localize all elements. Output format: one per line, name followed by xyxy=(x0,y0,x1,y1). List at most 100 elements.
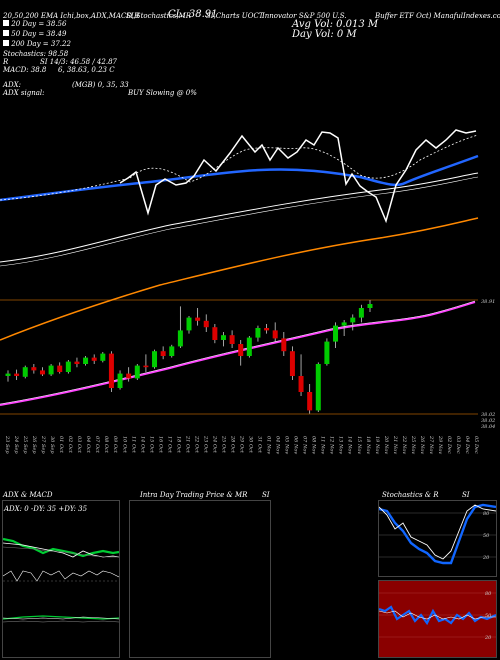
date-label: 30 Oct xyxy=(248,436,254,454)
ema-orange-line xyxy=(0,217,479,341)
si-panel: 80 50 20 xyxy=(378,580,497,658)
date-label: 17 Oct xyxy=(166,436,172,454)
date-label: 25 Nov xyxy=(410,435,416,454)
date-label: 05 Dec xyxy=(473,436,479,454)
stochastics-text: Stochastics: 98.58 xyxy=(3,50,69,58)
candle-body xyxy=(65,361,71,372)
macd-green-line xyxy=(3,615,119,620)
ema-blue-line xyxy=(0,154,479,202)
macd-dark-line xyxy=(3,620,119,623)
stochastics-r: R xyxy=(3,58,9,66)
bollinger-line-inner xyxy=(0,300,476,405)
date-label: 03 Oct xyxy=(76,436,82,454)
candle-body xyxy=(220,335,226,340)
candle-body xyxy=(341,322,347,326)
date-label: 18 Oct xyxy=(175,436,181,454)
date-label: 26 Nov xyxy=(419,435,425,454)
price-label-bottom-3: 38.04 xyxy=(481,424,495,430)
candle-body xyxy=(289,351,295,376)
candle-body xyxy=(324,341,330,364)
header-line1c: SI,Charts UOCT xyxy=(206,12,264,20)
candle-body xyxy=(22,367,28,377)
candle-body xyxy=(143,365,149,368)
left-panel-title: ADX & MACD xyxy=(3,491,53,499)
date-label: 27 Nov xyxy=(428,435,434,454)
macd-text: MACD: 38.8 xyxy=(3,66,47,74)
candle-body xyxy=(358,308,364,318)
date-label: 09 Oct xyxy=(112,436,118,454)
adx-values: ADX: 0 -DY: 35 +DY: 35 xyxy=(4,505,88,513)
candle-body xyxy=(307,392,313,411)
candle-body xyxy=(186,317,192,331)
date-label: 24 Oct xyxy=(211,435,217,454)
adx-signal: ADX signal: xyxy=(3,89,45,97)
header-line1d: Innovator S&P 500 U.S. xyxy=(262,12,347,20)
candle-body xyxy=(31,367,37,371)
legend-swatch xyxy=(3,20,9,26)
date-label: 03 Dec xyxy=(455,436,461,454)
si-tick-50: 50 xyxy=(485,613,492,619)
stochastic-white-line xyxy=(379,504,496,560)
candle-body xyxy=(255,328,261,338)
si-chart: 80 50 20 xyxy=(379,591,496,641)
stoch-tick-50: 50 xyxy=(483,533,490,539)
date-label: 04 Nov xyxy=(275,436,281,454)
date-label: 30 Sep xyxy=(49,436,55,454)
date-axis: 23 Sep 24 Sep 25 Sep 26 Sep 27 Sep 30 Sep 01 O… xyxy=(4,435,479,454)
stochastics-chart: 80 50 20 xyxy=(379,503,496,565)
date-label: 04 Oct xyxy=(85,436,91,454)
si-text: SI 14/3: 46.58 / 42.87 xyxy=(40,58,117,66)
date-label: 01 Oct xyxy=(58,436,64,454)
candle-body xyxy=(177,330,183,347)
adx-green-line xyxy=(3,537,119,558)
mid-panel-title: Intra Day Trading Price & MR xyxy=(140,491,248,499)
white-price-line xyxy=(119,129,477,224)
left-panel-chart xyxy=(3,537,119,623)
date-label: 24 Sep xyxy=(13,435,19,454)
candle-body xyxy=(238,344,244,356)
candle-body xyxy=(14,373,20,376)
adx-dark-line xyxy=(3,546,119,558)
date-label: 08 Oct xyxy=(103,436,109,454)
date-label: 23 Oct xyxy=(202,435,208,454)
date-label: 19 Nov xyxy=(374,436,380,454)
candle-body xyxy=(315,364,321,411)
candle-body xyxy=(39,370,45,375)
stochastics-panel: 80 50 20 xyxy=(378,500,497,577)
date-label: 05 Nov xyxy=(284,436,290,454)
candle-body xyxy=(5,373,11,376)
date-label: 29 Nov xyxy=(437,435,443,454)
candle-body xyxy=(83,357,89,364)
date-label: 11 Nov xyxy=(320,436,326,454)
candle-body xyxy=(281,338,287,352)
mid-panel xyxy=(129,500,271,658)
legend-200day: 200 Day = 37.22 xyxy=(3,40,71,49)
candle-body xyxy=(350,317,356,323)
si-white-line xyxy=(379,610,496,620)
main-chart: 38.91 38.02 38.02 38.04 23 Sep 24 Sep 25 S… xyxy=(0,129,495,454)
candle-body xyxy=(74,361,80,364)
candle-body xyxy=(134,365,140,379)
candle-body xyxy=(91,357,97,361)
date-label: 10 Oct xyxy=(121,436,127,454)
upper-white-band-1 xyxy=(0,172,479,263)
date-label: 08 Nov xyxy=(311,436,317,454)
upper-white-band-2 xyxy=(0,176,479,267)
date-label: 25 Oct xyxy=(220,435,226,454)
legend-swatch xyxy=(3,40,9,46)
candle-body xyxy=(48,365,54,375)
right-panel-si: SI xyxy=(462,491,470,499)
date-label: 23 Sep xyxy=(4,435,10,454)
candle-body xyxy=(195,317,201,321)
stoch-tick-80: 80 xyxy=(483,511,490,517)
candle-body xyxy=(264,328,270,331)
date-label: 25 Sep xyxy=(22,435,28,454)
bollinger-line xyxy=(0,301,476,406)
si-blue-line xyxy=(379,605,496,626)
candle-body xyxy=(298,376,304,392)
candle-body xyxy=(160,351,166,356)
date-label: 07 Nov xyxy=(302,436,308,454)
candle-body xyxy=(117,373,123,388)
candle-body xyxy=(272,330,278,339)
